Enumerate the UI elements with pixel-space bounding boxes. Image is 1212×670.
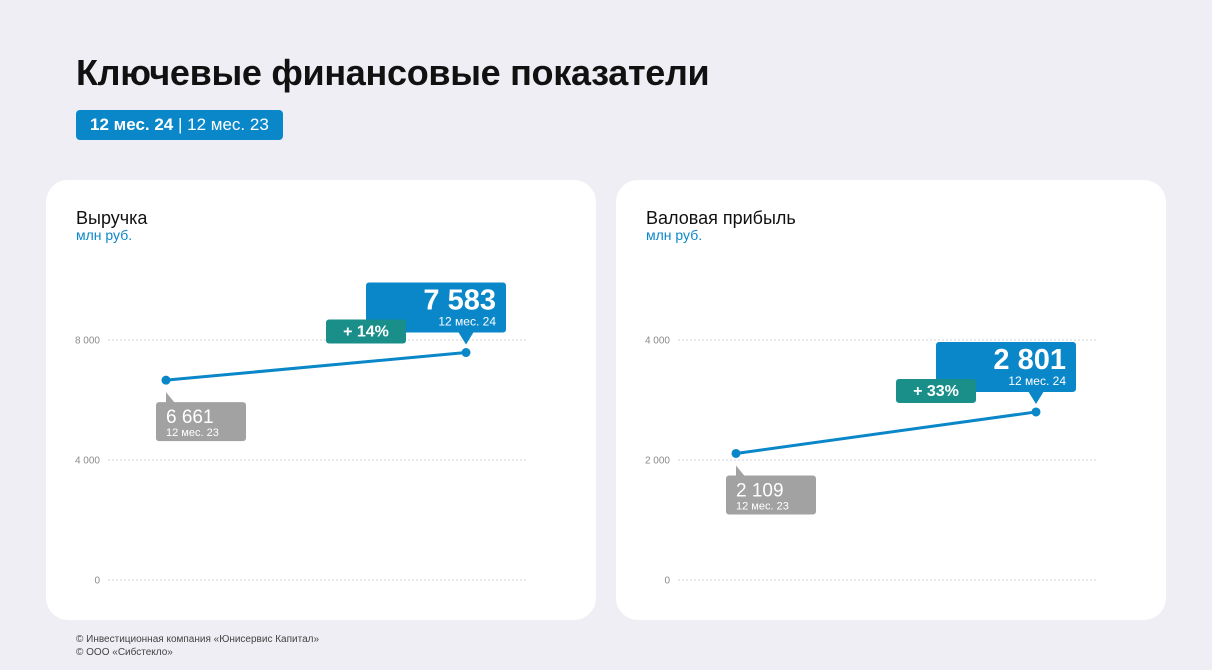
callout-pointer	[736, 465, 745, 477]
y-tick-label: 4 000	[75, 456, 100, 467]
y-tick-label: 2 000	[645, 456, 670, 467]
callout-pointer	[166, 392, 175, 404]
data-point-current	[1031, 407, 1041, 417]
series-line	[734, 410, 1038, 455]
data-label-previous-period: 12 мес. 23	[166, 427, 219, 439]
change-badge-label: + 33%	[913, 383, 959, 400]
data-label-previous-value: 2 109	[736, 480, 784, 501]
period-badge: 12 мес. 24 | 12 мес. 23	[76, 110, 283, 140]
gross-profit-chart-title: Валовая прибыль	[646, 208, 796, 228]
footer-copyright-2: © ООО «Сибстекло»	[76, 647, 173, 658]
data-label-previous-period: 12 мес. 23	[736, 500, 789, 512]
change-badge	[326, 319, 406, 344]
gross-profit-chart-unit: млн руб.	[646, 227, 703, 243]
data-point-previous	[731, 448, 741, 458]
period-previous: 12 мес. 23	[187, 115, 269, 134]
footer-copyright-1: © Инвестиционная компания «Юнисервис Кап…	[76, 634, 320, 645]
data-label-current-value: 2 801	[993, 344, 1066, 376]
data-point-previous	[161, 375, 171, 385]
y-tick-label: 0	[664, 576, 670, 587]
period-current: 12 мес. 24	[90, 115, 174, 134]
change-badge-label: + 14%	[343, 324, 389, 341]
footer: © Инвестиционная компания «Юнисервис Кап…	[76, 633, 319, 659]
callout-pointer	[1028, 390, 1044, 404]
y-tick-label: 8 000	[75, 336, 100, 347]
page-title: Ключевые финансовые показатели	[76, 52, 710, 93]
gross-profit-card: Валовая прибыль млн руб. 0 2 000 4 000 2 10…	[616, 180, 1166, 620]
callout-pointer	[458, 331, 474, 345]
data-label-current-period: 12 мес. 24	[1008, 374, 1066, 388]
y-tick-label: 4 000	[645, 336, 670, 347]
revenue-chart-title: Выручка	[76, 208, 148, 228]
revenue-chart-unit: млн руб.	[76, 227, 133, 243]
callout-previous	[726, 475, 816, 515]
data-label-current-value: 7 583	[423, 285, 496, 317]
y-tick-label: 0	[94, 576, 100, 587]
data-label-current-period: 12 мес. 24	[438, 315, 496, 329]
callout-previous	[156, 402, 246, 442]
period-separator: |	[177, 115, 183, 134]
series-line	[164, 351, 468, 382]
data-label-previous-value: 6 661	[166, 407, 214, 428]
change-badge	[896, 378, 976, 403]
data-point-current	[461, 348, 471, 358]
